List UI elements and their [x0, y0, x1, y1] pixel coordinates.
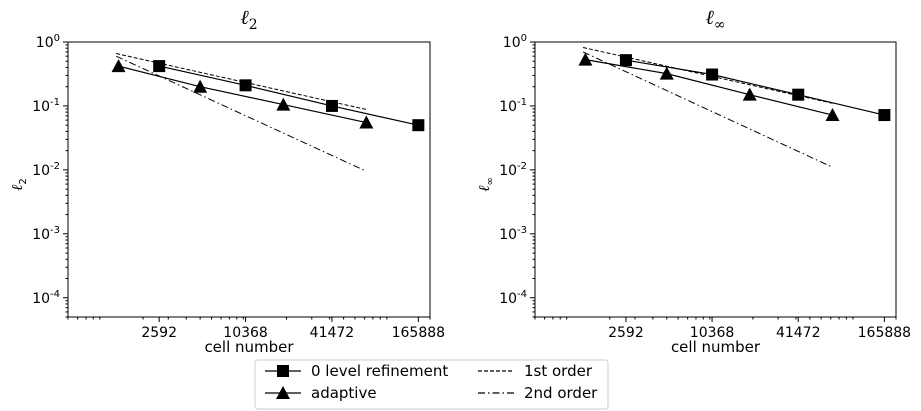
y-tick-label-base: 10 [503, 35, 521, 51]
y-tick-label-base: 10 [32, 227, 50, 243]
y-tick-label-exp: -2 [517, 161, 527, 172]
data-point-square [153, 60, 166, 73]
legend-marker-triangle [276, 386, 290, 399]
y-tick-label-exp: -4 [50, 289, 60, 300]
y-tick-label-base: 10 [32, 99, 50, 115]
y-axis-label: ℓ2 [8, 178, 29, 191]
chart-title-main: ℓ [705, 5, 714, 29]
y-tick-label-exp: -3 [50, 225, 60, 236]
y-tick-label-exp: -3 [517, 225, 527, 236]
x-tick-label: 2592 [608, 325, 644, 341]
legend-label: 1st order [524, 362, 593, 380]
series-line [582, 51, 833, 168]
series-adaptive [111, 59, 374, 129]
y-tick-label-base: 10 [32, 291, 50, 307]
y-tick-label-base: 10 [32, 163, 50, 179]
chart-title-subscript: 2 [249, 17, 258, 33]
y-tick-label-base: 10 [36, 35, 54, 51]
legend-label: adaptive [311, 384, 377, 402]
legend-entry: 0 level refinement [265, 362, 448, 380]
data-point-square [706, 68, 719, 81]
series-0-level-refinement [619, 54, 891, 122]
legend-entry: 2nd order [478, 384, 598, 402]
data-point-triangle [359, 115, 374, 129]
series-0-level-refinement [153, 60, 425, 132]
series-line [116, 53, 367, 110]
y-tick-label-exp: 0 [54, 33, 60, 44]
y-tick-label: 10-3 [499, 225, 527, 243]
y-axis-label-subscript: ∞ [485, 177, 496, 185]
y-tick-label-base: 10 [499, 99, 517, 115]
y-tick-label-exp: -1 [517, 97, 527, 108]
series-1st-order [582, 47, 833, 104]
y-tick-label: 100 [503, 33, 527, 51]
y-tick-label-exp: -1 [50, 97, 60, 108]
y-axis-label-subscript: 2 [18, 178, 29, 184]
plot-frame [534, 41, 897, 318]
x-tick-label: 10368 [690, 325, 735, 341]
legend-frame [254, 359, 609, 410]
legend-entry: adaptive [265, 384, 377, 402]
y-tick-label: 10-3 [32, 225, 60, 243]
x-axis-label: cell number [671, 338, 761, 356]
x-axis-label: cell number [204, 338, 294, 356]
y-axis-label: ℓ∞ [475, 177, 496, 192]
legend-label: 2nd order [524, 384, 598, 402]
data-point-triangle [578, 52, 593, 66]
chart-title-subscript: ∞ [714, 17, 726, 33]
y-tick-label: 10-4 [499, 289, 527, 307]
y-tick-label: 10-1 [32, 97, 60, 115]
y-tick-label-exp: -2 [50, 161, 60, 172]
data-point-triangle [111, 59, 126, 73]
x-tick-label: 10368 [223, 325, 268, 341]
y-tick-label: 10-1 [499, 97, 527, 115]
legend-marker-square [277, 365, 289, 377]
x-tick-label: 41472 [310, 325, 355, 341]
y-tick-label-exp: -4 [517, 289, 527, 300]
series-line [159, 65, 419, 126]
y-tick-label-base: 10 [499, 291, 517, 307]
data-point-square [325, 99, 338, 112]
x-tick-label: 165888 [392, 325, 445, 341]
chart-linf: ℓ∞2592 10368 41472 16588810-410-310-210-110… [475, 5, 911, 356]
data-point-square [619, 54, 632, 67]
data-point-triangle [742, 87, 757, 101]
y-tick-label: 10-2 [499, 161, 527, 179]
series-line [625, 59, 885, 116]
y-tick-label: 100 [36, 33, 60, 51]
series-2nd-order [115, 55, 367, 172]
series-2nd-order [582, 51, 833, 168]
data-point-square [792, 88, 805, 101]
y-tick-label-exp: 0 [521, 33, 527, 44]
y-axis-label-main: ℓ [475, 186, 493, 192]
chart-title-main: ℓ [240, 5, 249, 29]
x-tick-label: 165888 [858, 325, 911, 341]
y-tick-label-base: 10 [499, 163, 517, 179]
series-1st-order [116, 53, 367, 110]
data-point-square [239, 79, 252, 92]
data-point-square [412, 119, 425, 132]
y-tick-label-base: 10 [499, 227, 517, 243]
legend-entry: 1st order [478, 362, 593, 380]
chart-title: ℓ2 [240, 5, 257, 33]
chart-title: ℓ∞ [705, 5, 725, 33]
legend: 0 level refinement 1st order adaptive 2nd o… [254, 359, 609, 410]
x-tick-label: 41472 [776, 325, 821, 341]
series-line [115, 55, 367, 172]
data-point-triangle [276, 97, 291, 111]
data-point-triangle [825, 108, 840, 122]
data-point-triangle [193, 79, 208, 93]
y-tick-label: 10-2 [32, 161, 60, 179]
series-line [582, 47, 833, 104]
series-adaptive [578, 52, 840, 122]
data-point-square [878, 109, 891, 122]
y-tick-label: 10-4 [32, 289, 60, 307]
y-axis-label-main: ℓ [8, 185, 26, 191]
x-tick-label: 2592 [141, 325, 177, 341]
legend-label: 0 level refinement [311, 362, 448, 380]
series-line [585, 59, 833, 116]
data-point-triangle [659, 66, 674, 80]
